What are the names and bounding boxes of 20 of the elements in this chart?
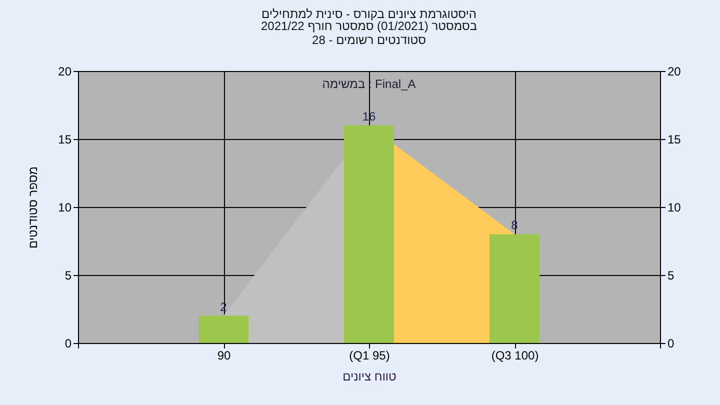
y2-tick-label: 10	[668, 200, 682, 214]
y-tick-label: 0	[64, 336, 72, 350]
x-axis-title: טווח ציונים	[342, 370, 397, 384]
y2-tick-label: 5	[668, 268, 674, 282]
x-tick-label: 90	[217, 348, 231, 362]
bar	[490, 234, 540, 343]
y-tick-label: 10	[58, 200, 72, 214]
bar	[198, 316, 248, 343]
y-axis-title: מספר סטודנטים	[26, 166, 40, 249]
chart-title: היסטוגרמת ציונים בקורס - סינית למתחילים	[261, 7, 477, 21]
chart-subtitle: בסמסטר (01/2021) סמסטר חורף 2021/22 סטודנטים רשומים - 28	[260, 19, 478, 47]
y-tick-label: 5	[64, 268, 72, 282]
x-tick-label: (Q1 95)	[349, 348, 390, 362]
y2-tick-label: 0	[668, 336, 674, 350]
y-tick-label: 15	[58, 132, 72, 146]
y-tick-label: 20	[58, 64, 72, 78]
x-tick-label: (Q3 100)	[491, 348, 539, 362]
y2-tick-label: 20	[668, 64, 682, 78]
y2-tick-label: 15	[668, 132, 682, 146]
annotation: במשימה : Final_A	[322, 77, 416, 91]
